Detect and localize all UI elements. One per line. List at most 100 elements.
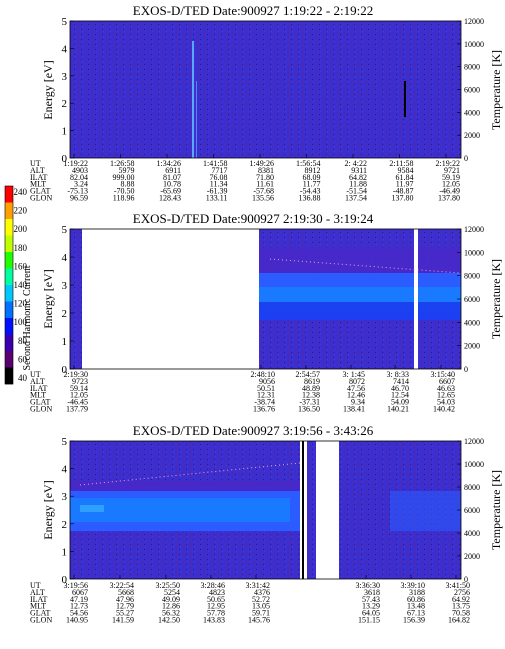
ephemeris-cell: 142.50	[158, 616, 180, 625]
ephemeris-cell: 137.80	[438, 194, 460, 203]
colorbar-tick-label: 140	[14, 280, 28, 290]
panel-3-plot	[69, 440, 462, 580]
ephemeris-row-label: GLON	[30, 616, 52, 625]
ephemeris-row-label: ILAT	[30, 595, 47, 604]
ephemeris-row-label: MLT	[30, 602, 46, 611]
ephemeris-row-label: ALT	[30, 377, 45, 386]
ephemeris-cell: -70.50	[114, 187, 135, 196]
y2-tick-label: 12000	[464, 225, 484, 234]
panel-2-low-band	[259, 302, 461, 320]
ephemeris-cell: 3:39:10	[401, 581, 425, 590]
ephemeris-cell: 46.63	[437, 384, 455, 393]
ephemeris-cell: 13.75	[452, 602, 470, 611]
colorbar: 40 60 80 100 120 140 160 180 200 220 240 Second Ha…	[4, 185, 33, 385]
y-tick-label: 5	[62, 436, 68, 448]
ephemeris-cell: 3:15:40	[431, 370, 455, 379]
panel-3-ylabel: Energy [eV]	[41, 480, 55, 539]
colorbar-tick-label: 40	[18, 373, 28, 383]
colorbar-swatch	[5, 202, 13, 220]
ephemeris-cell: 47.19	[70, 595, 88, 604]
colorbar-tick-label: 120	[14, 299, 28, 309]
ephemeris-cell: 70.58	[452, 609, 470, 618]
ephemeris-row-label: UT	[30, 370, 41, 379]
ephemeris-cell: -57.68	[253, 187, 274, 196]
ephemeris-cell: 136.88	[299, 194, 321, 203]
ephemeris-cell: 11.61	[256, 180, 274, 189]
ephemeris-cell: 2:48:10	[251, 370, 275, 379]
ephemeris-cell: 7414	[393, 377, 409, 386]
ephemeris-cell: 54.09	[391, 398, 409, 407]
colorbar-swatches	[5, 186, 13, 385]
ephemeris-cell: 59.14	[70, 384, 88, 393]
ephemeris-cell: 76.08	[210, 173, 228, 182]
panel-3-gap-2	[316, 441, 339, 579]
ephemeris-cell: 81.07	[163, 173, 181, 182]
y2-tick-label: 10000	[464, 40, 484, 49]
ephemeris-cell: 118.96	[113, 194, 135, 203]
ephemeris-row-label: ALT	[30, 588, 45, 597]
ephemeris-cell: 3:19:56	[64, 581, 88, 590]
y2-tick-label: 8000	[464, 272, 480, 281]
ephemeris-cell: 12.38	[302, 391, 320, 400]
y-tick-label: 0	[62, 574, 68, 586]
panel-2-ylabel: Energy [eV]	[41, 269, 55, 328]
ephemeris-cell: 67.13	[407, 609, 425, 618]
panel-2: EXOS-D/TED Date:900927 2:19:30 - 3:19:24…	[30, 211, 503, 414]
y-tick-label: 2	[62, 98, 68, 110]
ephemeris-cell: 1:41:58	[203, 159, 227, 168]
ephemeris-cell: 49.09	[162, 595, 180, 604]
panel-3-yaxis: 0 1 2 3 4 5	[62, 436, 74, 586]
ephemeris-cell: 3:25:50	[156, 581, 180, 590]
ephemeris-cell: 9.34	[351, 398, 365, 407]
ephemeris-cell: 140.42	[433, 405, 455, 414]
ephemeris-cell: 12.31	[257, 391, 275, 400]
ephemeris-row-label: ILAT	[30, 384, 47, 393]
panel-2-y2label: Temperature [K]	[489, 259, 503, 339]
panel-3-core-band	[70, 498, 290, 522]
ephemeris-cell: 6607	[439, 377, 455, 386]
ephemeris-cell: 12.79	[116, 602, 134, 611]
colorbar-swatch	[5, 186, 13, 203]
ephemeris-cell: 3:31:42	[246, 581, 270, 590]
y2-tick-label: 2000	[464, 131, 480, 140]
ephemeris-row-label: ILAT	[30, 173, 47, 182]
ephemeris-cell: 54.56	[70, 609, 88, 618]
ephemeris-cell: 3:22:54	[110, 581, 134, 590]
ephemeris-cell: 3188	[409, 588, 425, 597]
panel-1: EXOS-D/TED Date:900927 1:19:22 - 2:19:22…	[30, 3, 503, 203]
colorbar-tick-label: 180	[14, 243, 28, 253]
y-tick-label: 1	[62, 336, 68, 348]
ephemeris-cell: 9723	[72, 377, 88, 386]
colorbar-swatch	[5, 334, 13, 352]
ephemeris-cell: 64.82	[349, 173, 367, 182]
y-tick-label: 2	[62, 519, 68, 531]
panel-1-plot	[69, 20, 462, 159]
y-tick-label: 1	[62, 126, 68, 138]
colorbar-ticks: 40 60 80 100 120 140 160 180 200 220 240	[14, 187, 28, 383]
ephemeris-cell: 135.56	[252, 194, 274, 203]
ephemeris-cell: 64.05	[362, 609, 380, 618]
y-tick-label: 0	[62, 364, 68, 376]
ephemeris-cell: -75.13	[67, 187, 88, 196]
ephemeris-cell: 5979	[119, 166, 135, 175]
ephemeris-cell: 59.71	[252, 609, 270, 618]
ephemeris-cell: 47.56	[347, 384, 365, 393]
ephemeris-cell: 4376	[254, 588, 270, 597]
ephemeris-cell: 136.76	[253, 405, 275, 414]
ephemeris-cell: -37.31	[299, 398, 320, 407]
ephemeris-cell: 12.65	[437, 391, 455, 400]
y2-tick-label: 8000	[464, 63, 480, 72]
y-tick-label: 2	[62, 308, 68, 320]
panel-3-temp-trace	[79, 462, 301, 486]
ephemeris-cell: 133.11	[206, 194, 228, 203]
ephemeris-cell: -46.49	[439, 187, 460, 196]
y2-tick-label: 10000	[464, 460, 484, 469]
ephemeris-row-label: MLT	[30, 180, 46, 189]
ephemeris-cell: 12.86	[162, 602, 180, 611]
ephemeris-cell: 60.86	[407, 595, 425, 604]
colorbar-frame	[4, 185, 14, 385]
panel-2-upper-band	[259, 247, 461, 273]
colorbar-tick-label: 100	[14, 317, 28, 327]
ephemeris-cell: 12.54	[391, 391, 409, 400]
colorbar-tick-label: 160	[14, 261, 28, 271]
